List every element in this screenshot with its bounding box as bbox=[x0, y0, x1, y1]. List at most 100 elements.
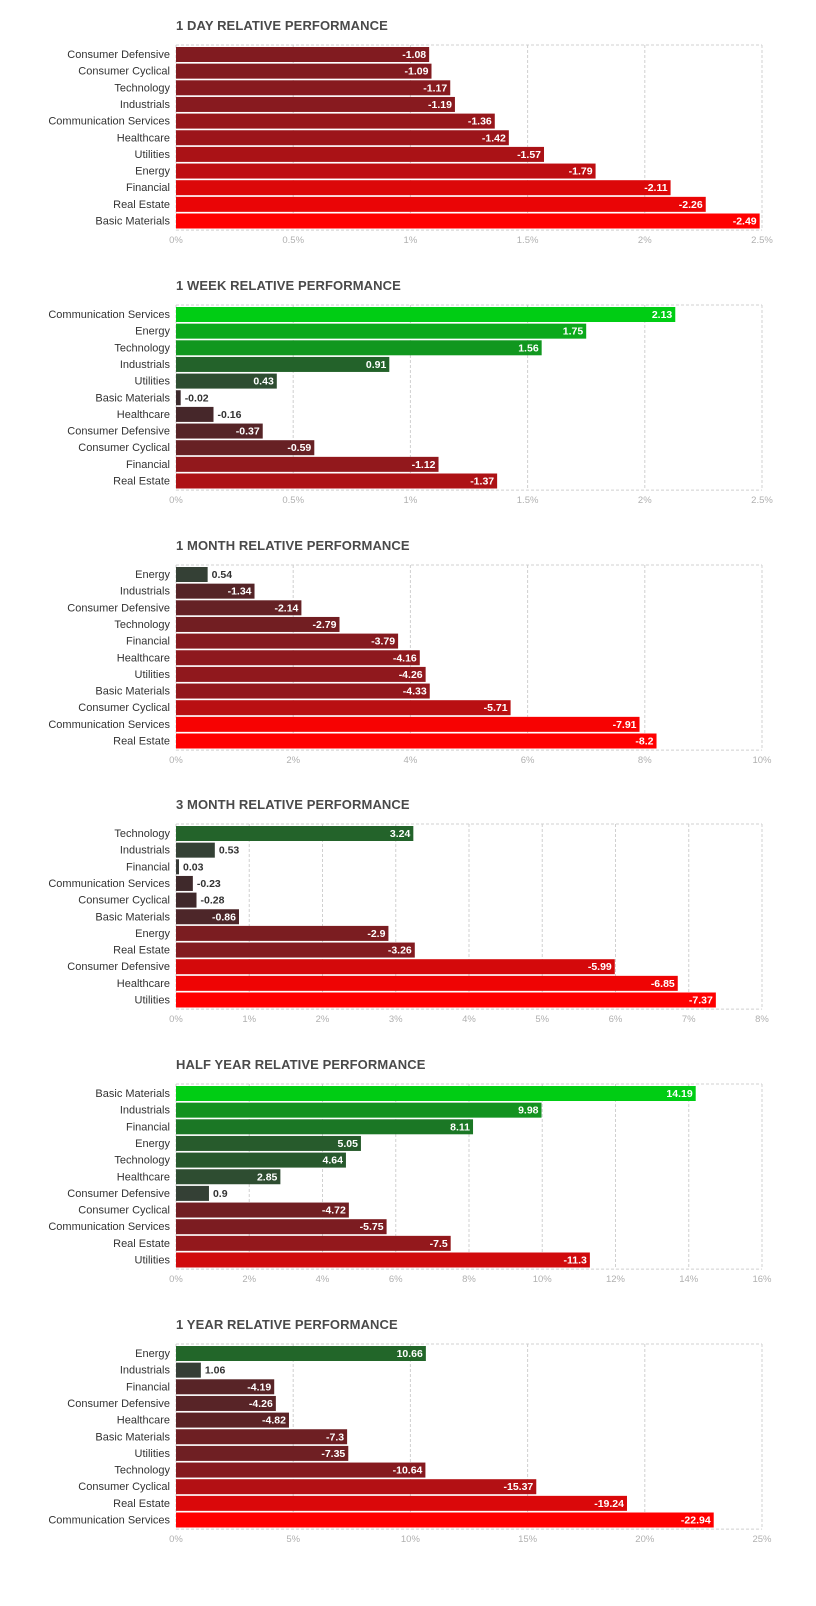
bar bbox=[176, 1252, 590, 1268]
x-tick-label: 25% bbox=[752, 1534, 772, 1545]
category-label: Energy bbox=[135, 166, 170, 178]
bar bbox=[176, 700, 511, 716]
value-label: -1.37 bbox=[470, 476, 494, 488]
x-tick-label: 2% bbox=[638, 495, 652, 506]
chart-title: 1 WEEK RELATIVE PERFORMANCE bbox=[176, 278, 401, 293]
value-label: -11.3 bbox=[564, 1255, 588, 1267]
category-label: Industrials bbox=[120, 1365, 171, 1377]
x-tick-label: 0% bbox=[169, 495, 183, 506]
bar bbox=[176, 975, 678, 991]
bar bbox=[176, 1086, 696, 1101]
value-label: -4.19 bbox=[247, 1381, 271, 1393]
value-label: 0.9 bbox=[213, 1188, 228, 1200]
category-label: Healthcare bbox=[117, 132, 170, 144]
bar bbox=[176, 1202, 349, 1218]
category-label: Consumer Defensive bbox=[67, 49, 170, 61]
bar bbox=[176, 1495, 627, 1511]
bar bbox=[176, 1169, 281, 1185]
bar bbox=[176, 875, 193, 891]
value-label: -1.09 bbox=[405, 66, 429, 78]
category-label: Technology bbox=[114, 1155, 170, 1167]
value-label: 1.56 bbox=[518, 342, 539, 354]
category-label: Communication Services bbox=[48, 309, 170, 321]
category-label: Consumer Cyclical bbox=[78, 702, 170, 714]
bar-chart: 0% 2% 4% 6% 8% 10% 12% 14% 16% Basic Materials 14.… bbox=[48, 1083, 772, 1285]
category-label: Energy bbox=[135, 569, 170, 581]
value-label: 14.19 bbox=[666, 1088, 692, 1100]
x-tick-label: 0% bbox=[169, 1014, 183, 1025]
value-label: -7.35 bbox=[321, 1448, 345, 1460]
x-tick-label: 1% bbox=[404, 235, 418, 246]
category-label: Consumer Cyclical bbox=[78, 895, 170, 907]
bar bbox=[176, 992, 716, 1008]
bar bbox=[176, 1379, 275, 1395]
category-label: Financial bbox=[126, 1121, 170, 1133]
bar bbox=[176, 146, 545, 162]
bar bbox=[176, 733, 657, 749]
category-label: Real Estate bbox=[113, 199, 170, 211]
category-label: Energy bbox=[135, 928, 170, 940]
category-label: Healthcare bbox=[117, 1415, 170, 1427]
x-tick-label: 8% bbox=[462, 1274, 476, 1285]
bar bbox=[176, 63, 432, 79]
value-label: -4.16 bbox=[393, 652, 417, 664]
value-label: -1.34 bbox=[228, 586, 252, 598]
value-label: -2.14 bbox=[274, 602, 298, 614]
category-label: Financial bbox=[126, 182, 170, 194]
category-label: Utilities bbox=[135, 376, 171, 388]
bar-chart: 0% 1% 2% 3% 4% 5% 6% 7% 8% Technology 3.24 Industri… bbox=[48, 823, 769, 1025]
category-label: Consumer Cyclical bbox=[78, 1205, 170, 1217]
category-label: Financial bbox=[126, 459, 170, 471]
category-label: Communication Services bbox=[48, 878, 170, 890]
bar bbox=[176, 600, 302, 616]
value-label: -0.02 bbox=[185, 392, 209, 404]
bar bbox=[176, 683, 430, 699]
category-label: Industrials bbox=[120, 1105, 171, 1117]
value-label: 9.98 bbox=[518, 1105, 539, 1117]
value-label: -4.72 bbox=[322, 1205, 346, 1217]
x-tick-label: 0% bbox=[169, 755, 183, 766]
value-label: -1.17 bbox=[423, 82, 447, 94]
bar bbox=[176, 842, 215, 858]
bar bbox=[176, 390, 181, 406]
value-label: -0.37 bbox=[236, 426, 260, 438]
category-label: Consumer Defensive bbox=[67, 426, 170, 438]
bar bbox=[176, 633, 399, 649]
value-label: -22.94 bbox=[681, 1515, 711, 1527]
category-label: Basic Materials bbox=[95, 686, 170, 698]
x-tick-label: 1.5% bbox=[517, 235, 539, 246]
bar bbox=[176, 1235, 451, 1251]
x-tick-label: 1% bbox=[242, 1014, 256, 1025]
value-label: -5.71 bbox=[484, 702, 508, 714]
bar bbox=[176, 1395, 276, 1411]
bar-chart: 0% 0.5% 1% 1.5% 2% 2.5% Communication Services… bbox=[48, 304, 773, 506]
bar-chart: 0% 5% 10% 15% 20% 25% Energy 10.66 Industrials 1.… bbox=[48, 1343, 772, 1545]
value-label: -0.86 bbox=[212, 911, 236, 923]
bar bbox=[176, 1362, 201, 1378]
x-tick-label: 2% bbox=[638, 235, 652, 246]
value-label: -1.12 bbox=[412, 459, 436, 471]
x-tick-label: 2% bbox=[286, 755, 300, 766]
bar bbox=[176, 323, 587, 339]
value-label: -2.9 bbox=[367, 928, 385, 940]
bar bbox=[176, 130, 509, 146]
x-tick-label: 8% bbox=[755, 1014, 769, 1025]
value-label: -8.2 bbox=[635, 736, 653, 748]
category-label: Financial bbox=[126, 861, 170, 873]
bar bbox=[176, 440, 315, 456]
value-label: -1.42 bbox=[482, 132, 506, 144]
x-tick-label: 20% bbox=[635, 1534, 655, 1545]
value-label: 4.64 bbox=[323, 1155, 344, 1167]
value-label: -1.79 bbox=[569, 166, 593, 178]
value-label: -1.19 bbox=[428, 99, 452, 111]
bar bbox=[176, 959, 615, 975]
bar bbox=[176, 47, 430, 62]
chart-panel: 1 YEAR RELATIVE PERFORMANCE 0% 5% 10% 15% 20%… bbox=[0, 1317, 816, 1557]
bar-chart: 0% 2% 4% 6% 8% 10% Energy 0.54 Industrials -1.34 C… bbox=[48, 564, 772, 766]
category-label: Healthcare bbox=[117, 1171, 170, 1183]
value-label: -4.82 bbox=[262, 1415, 286, 1427]
value-label: 10.66 bbox=[397, 1348, 423, 1360]
value-label: -2.49 bbox=[733, 216, 757, 228]
category-label: Energy bbox=[135, 1138, 170, 1150]
category-label: Real Estate bbox=[113, 736, 170, 748]
